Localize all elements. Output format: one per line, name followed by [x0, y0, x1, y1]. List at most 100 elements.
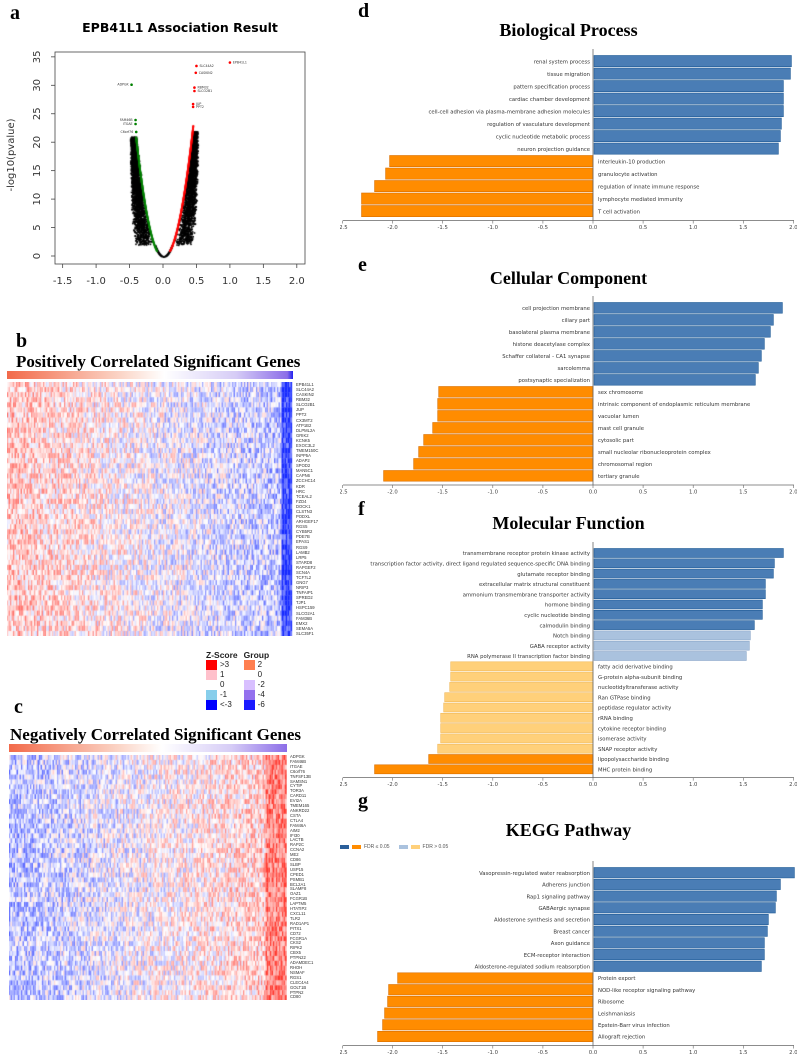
- gene-label: TNFAIP1: [296, 590, 313, 596]
- gene-label: CCNA2: [290, 847, 305, 853]
- bar-label: peptidase regulator activity: [598, 706, 671, 712]
- bar-bp: [593, 117, 782, 130]
- volcano-point-label: ITGAE: [123, 122, 133, 126]
- volcano-point-label: SLCO2B1: [197, 89, 212, 93]
- legend-label: 0: [257, 670, 263, 680]
- x-tick-label: -2.0: [387, 490, 398, 496]
- gene-label: GOLT1B: [290, 984, 307, 990]
- bar-label: transmembrane receptor protein kinase ac…: [463, 551, 590, 557]
- bar-cc: [423, 434, 594, 446]
- zscore-legend-item: 0: [206, 680, 238, 690]
- bp-bar-chart: renal system process tissue migration patt…: [340, 49, 797, 231]
- volcano-axes: EPB41L1 Association Result -log10(pvalue)…: [6, 20, 306, 287]
- gene-label: RBM32: [296, 397, 310, 403]
- bar-mf: [593, 630, 751, 641]
- panel-label-b: b: [16, 330, 28, 352]
- x-tick-label: 0.5: [639, 1050, 647, 1054]
- bar-label: G-protein alpha-subunit binding: [598, 675, 682, 681]
- y-tick-label: 35: [32, 50, 43, 63]
- bar-label: transcription factor activity, direct li…: [370, 561, 590, 567]
- bar-mf: [440, 733, 594, 744]
- volcano-ylabel: -log10(pvalue): [6, 118, 17, 191]
- gene-label: DLPML2A: [296, 427, 316, 433]
- bar-kegg: [593, 913, 769, 925]
- gene-label: FAM36B: [296, 615, 313, 621]
- bar-label: ciliary part: [562, 318, 590, 324]
- bar-kegg: [593, 949, 765, 961]
- bar-mf: [444, 692, 594, 702]
- gene-label: SPOD2: [296, 463, 311, 469]
- gene-label: CASKIN2: [296, 392, 314, 398]
- bar-bp: [593, 67, 791, 80]
- legend-label: 1: [220, 670, 225, 680]
- gene-label: SLAMF8: [290, 886, 307, 892]
- gene-label: KCNK5: [296, 437, 310, 443]
- legend-label: 0: [220, 680, 225, 690]
- bar-mf: [437, 743, 594, 754]
- x-tick-label: -1.0: [86, 276, 106, 287]
- volcano-point-RBM32: [193, 86, 196, 89]
- gene-label: LACTB: [290, 837, 304, 843]
- gene-label: CYTIP: [290, 783, 303, 789]
- bar-label: Aldosterone synthesis and secretion: [494, 918, 590, 924]
- gene-label: CD72: [290, 930, 301, 936]
- x-tick-label: -1.5: [53, 276, 73, 287]
- gene-label: RAPGEF2: [296, 564, 316, 570]
- x-tick-label: 1.5: [739, 490, 747, 496]
- bar-label: T cell activation: [597, 209, 640, 215]
- heatmap-positive: [7, 382, 293, 636]
- bar-label: Ribosome: [598, 1000, 624, 1006]
- gene-label: JUP: [296, 407, 304, 413]
- bar-label: lipopolysaccharide binding: [598, 757, 669, 763]
- bar-mf: [449, 682, 594, 692]
- bar-label: pattern specification process: [513, 84, 590, 90]
- x-tick-label: 1.0: [689, 490, 698, 496]
- bar-label: Schaffer collateral - CA1 synapse: [502, 354, 590, 360]
- bar-label: nucleotidyltransferase activity: [598, 685, 679, 691]
- gene-label: IFI30: [290, 832, 300, 838]
- heatmap-positive-title: Positively Correlated Significant Genes: [16, 352, 301, 371]
- x-tick-label: 0.0: [589, 1050, 598, 1054]
- gene-label: TOR3A: [290, 788, 304, 794]
- bar-label: hormone binding: [545, 603, 590, 609]
- legend-swatch-sig-pos: [340, 845, 349, 849]
- bar-mf: [593, 640, 750, 651]
- gene-label: CSTA: [290, 812, 301, 818]
- bar-label: sex chromosome: [598, 390, 643, 396]
- gene-label: LRP5: [296, 554, 307, 560]
- x-tick-label: 2.0: [789, 225, 797, 231]
- gene-label: ADAP2: [296, 458, 310, 464]
- gene-label: ZCCHC14: [296, 478, 316, 484]
- bar-label: tertiary granule: [598, 474, 640, 480]
- bar-label: granulocyte activation: [598, 172, 658, 178]
- group-legend-item: -4: [243, 690, 270, 700]
- kegg-legend: FDR ≤ 0.05 FDR > 0.05: [340, 844, 448, 850]
- gene-label: EXOC3L2: [296, 442, 315, 448]
- mf-bar-chart: transmembrane receptor protein kinase ac…: [340, 542, 797, 788]
- legend-swatch: [243, 700, 255, 710]
- mf-title: Molecular Function: [492, 513, 645, 533]
- group-legend-item: -6: [243, 700, 270, 710]
- legend-label: -6: [257, 700, 265, 710]
- bar-label: Ran GTPase binding: [598, 695, 651, 701]
- heatmap-negative-title: Negatively Correlated Significant Genes: [10, 725, 302, 744]
- legend-swatch: [243, 680, 255, 690]
- cc-title: Cellular Component: [489, 268, 648, 288]
- bar-mf: [374, 764, 594, 775]
- y-tick-label: 30: [32, 79, 43, 92]
- volcano-point-SLCO2B1: [193, 89, 196, 93]
- x-tick-label: 0.0: [155, 276, 171, 287]
- bar-label: regulation of vasculature development: [487, 122, 590, 128]
- bar-mf: [593, 589, 766, 600]
- bar-kegg: [387, 995, 594, 1007]
- x-tick-label: -1.0: [488, 225, 499, 231]
- bar-label: chromosomal region: [598, 462, 652, 468]
- bar-bp: [593, 80, 784, 92]
- bar-label: cyclic nucleotide binding: [524, 613, 590, 619]
- bar-kegg: [388, 984, 594, 996]
- legend-swatch: [243, 690, 255, 700]
- bar-bp: [361, 205, 594, 217]
- gene-label: CD86: [290, 857, 301, 863]
- gene-label: SLBP: [290, 861, 301, 867]
- bar-cc: [593, 374, 756, 386]
